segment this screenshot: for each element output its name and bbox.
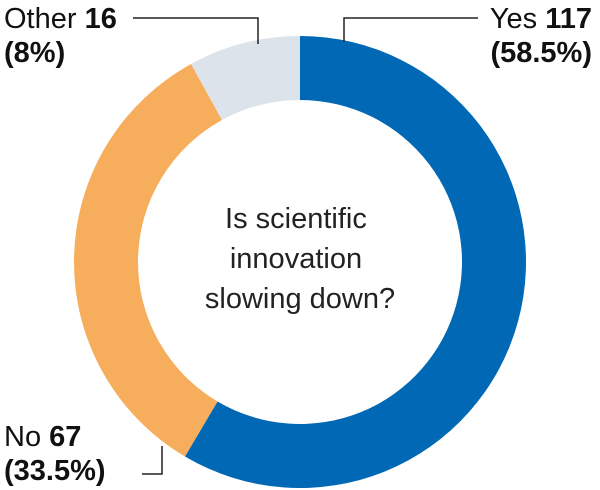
leader-line-yes [343, 17, 478, 42]
slice-label-yes: Yes 117 (58.5%) [343, 3, 592, 69]
label-no-name: No [4, 421, 41, 453]
svg-text:(33.5%): (33.5%) [4, 455, 106, 487]
slice-other [191, 36, 300, 121]
center-line-1: Is scientific [225, 203, 367, 235]
slice-yes [184, 36, 526, 488]
slice-label-no: No 67 (33.5%) [4, 421, 163, 487]
label-yes-name-value: Yes 117 [490, 3, 592, 35]
donut-slices [73, 36, 526, 488]
label-yes-value: 117 [545, 3, 592, 35]
leader-line-other [133, 17, 259, 44]
slice-label-other: Other 16 (8%) [4, 3, 259, 69]
label-other-percent: (8%) [4, 37, 65, 69]
label-other-value: 16 [85, 3, 117, 35]
center-line-2: innovation [230, 243, 362, 275]
svg-text:(8%): (8%) [4, 37, 65, 69]
label-yes-name: Yes [490, 3, 537, 35]
center-question: Is scientific innovation slowing down? [205, 203, 395, 315]
label-other-name-value: Other 16 [4, 3, 117, 35]
center-line-3: slowing down? [205, 283, 395, 315]
svg-text:(58.5%): (58.5%) [490, 37, 592, 69]
slice-no [73, 63, 222, 457]
label-yes-percent: (58.5%) [490, 37, 592, 69]
label-no-name-value: No 67 [4, 421, 81, 453]
label-no-value: 67 [49, 421, 81, 453]
label-no-percent: (33.5%) [4, 455, 106, 487]
leader-line-no [142, 446, 163, 475]
label-other-name: Other [4, 3, 77, 35]
